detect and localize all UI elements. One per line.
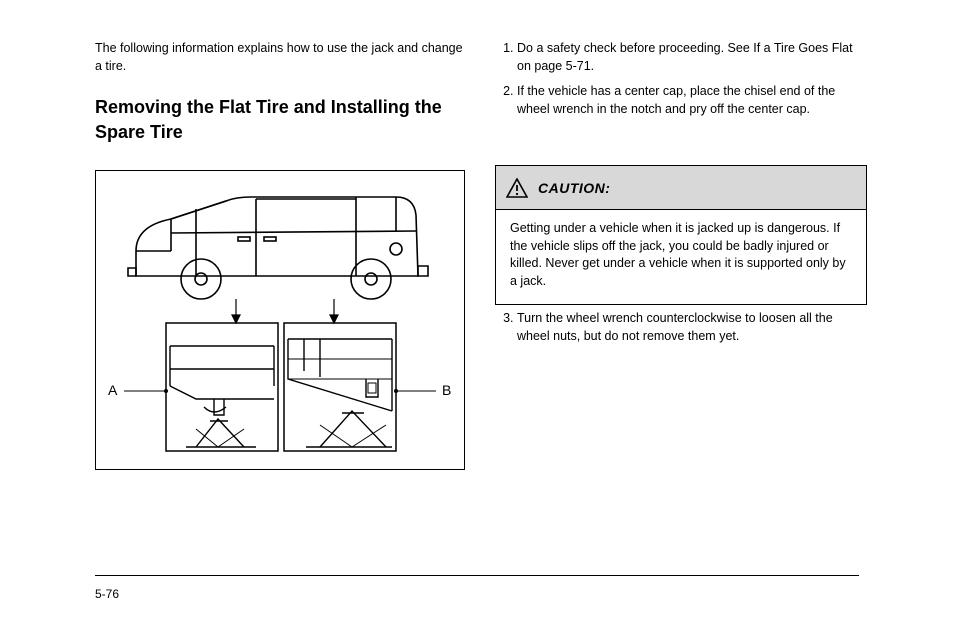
caution-box: CAUTION: Getting under a vehicle when it…: [495, 165, 867, 305]
inset-b-detail: [288, 339, 392, 447]
subheading: Removing the Flat Tire and Installing th…: [95, 95, 465, 145]
inset-b-box: [284, 323, 396, 451]
footer-rule: [95, 575, 859, 576]
caution-body: Getting under a vehicle when it is jacke…: [496, 210, 866, 304]
arrow-lines: [232, 299, 338, 323]
diagram-svg: A B: [96, 171, 462, 467]
jack-points-diagram: A B: [95, 170, 465, 470]
step-below-caution: Turn the wheel wrench counterclockwise t…: [495, 310, 865, 345]
label-leaders: A B: [108, 382, 451, 398]
steps-column: Do a safety check before proceeding. See…: [495, 40, 865, 126]
caution-header: CAUTION:: [496, 166, 866, 210]
intro-text-block: The following information explains how t…: [95, 40, 465, 145]
inset-a-box: [166, 323, 278, 451]
inset-a-detail: [170, 346, 274, 447]
step-3: Turn the wheel wrench counterclockwise t…: [517, 310, 865, 345]
caution-title: CAUTION:: [538, 180, 610, 196]
page-number: 5-76: [95, 587, 119, 601]
step-1: Do a safety check before proceeding. See…: [517, 40, 865, 75]
step-2: If the vehicle has a center cap, place t…: [517, 83, 865, 118]
intro-line: The following information explains how t…: [95, 40, 465, 75]
manual-page: The following information explains how t…: [0, 0, 954, 636]
label-b: B: [442, 382, 451, 398]
warning-triangle-icon: [506, 178, 528, 198]
van-outline: [128, 197, 428, 299]
label-a: A: [108, 382, 118, 398]
